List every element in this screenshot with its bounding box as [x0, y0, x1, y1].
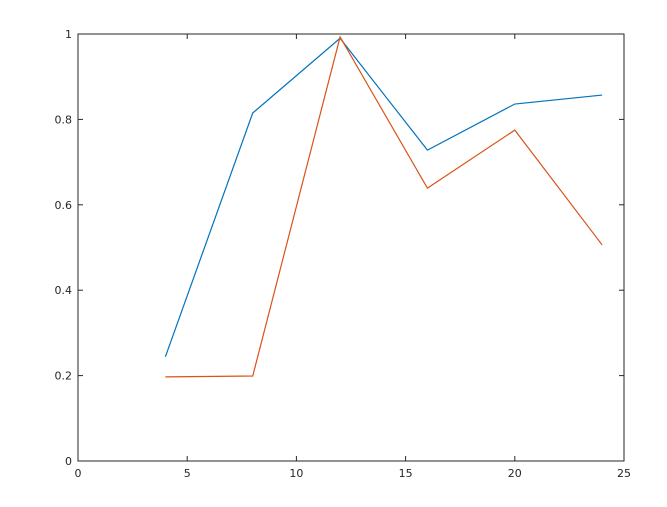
- x-tick-label: 25: [617, 467, 631, 480]
- series-line-2: [165, 35, 603, 378]
- y-tick-label: 0.2: [55, 370, 73, 383]
- x-tick-label: 20: [508, 467, 522, 480]
- series-line-1: [164, 37, 603, 358]
- x-tick-label: 10: [289, 467, 303, 480]
- y-tick-label: 1: [65, 28, 72, 41]
- x-tick-label: 5: [184, 467, 191, 480]
- y-tick-label: 0: [65, 455, 72, 468]
- plot-area: [77, 33, 625, 462]
- y-tick-label: 0.4: [55, 284, 73, 297]
- y-tick-label: 0.8: [55, 113, 73, 126]
- x-tick-label: 15: [399, 467, 413, 480]
- x-tick-label: 0: [75, 467, 82, 480]
- y-tick-label: 0.6: [55, 199, 73, 212]
